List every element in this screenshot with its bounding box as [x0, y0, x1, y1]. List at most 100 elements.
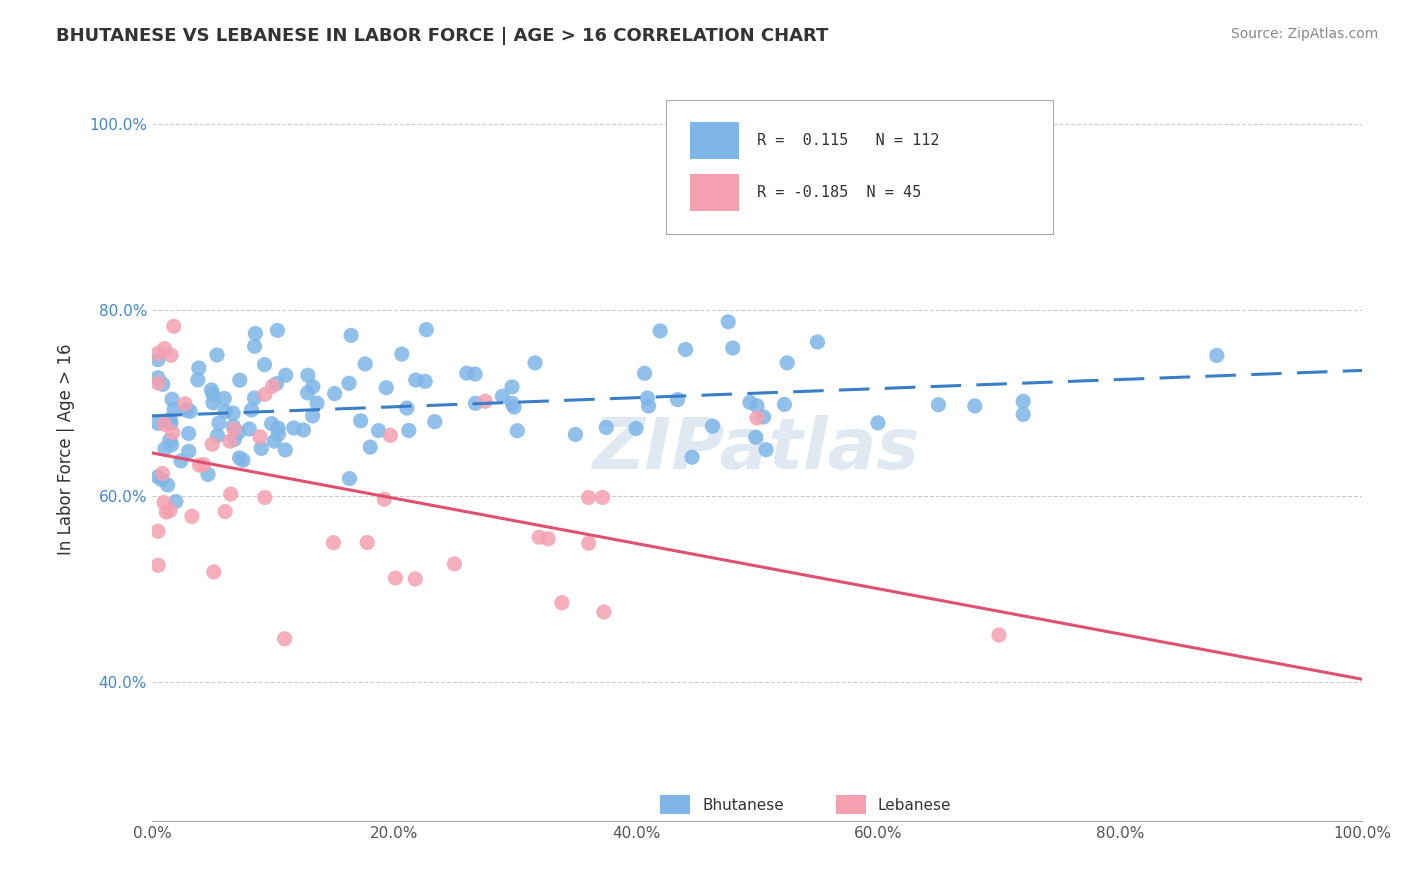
Bhutanese: [201, 387, 224, 401]
Lebanese: [180, 509, 202, 524]
Bhutanese: [963, 399, 986, 413]
Bhutanese: [501, 380, 523, 394]
Text: Bhutanese: Bhutanese: [703, 797, 785, 813]
Bhutanese: [159, 412, 181, 426]
Lebanese: [551, 596, 574, 610]
Bhutanese: [243, 391, 266, 405]
Bhutanese: [650, 324, 672, 338]
Lebanese: [146, 524, 169, 539]
Bhutanese: [150, 473, 173, 487]
Y-axis label: In Labor Force | Age > 16: In Labor Force | Age > 16: [58, 343, 75, 555]
Bhutanese: [163, 402, 186, 417]
Bhutanese: [501, 396, 523, 410]
Bhutanese: [464, 396, 486, 410]
Bhutanese: [1012, 408, 1035, 422]
Bhutanese: [301, 409, 323, 423]
Bhutanese: [464, 367, 486, 381]
Lebanese: [163, 319, 186, 334]
Lebanese: [745, 411, 768, 425]
Lebanese: [146, 346, 169, 360]
Bhutanese: [806, 334, 828, 349]
Text: Source: ZipAtlas.com: Source: ZipAtlas.com: [1230, 27, 1378, 41]
Bhutanese: [637, 399, 659, 413]
Lebanese: [146, 376, 169, 390]
Bhutanese: [745, 399, 768, 413]
Bhutanese: [243, 339, 266, 353]
Bhutanese: [423, 415, 446, 429]
Bhutanese: [375, 381, 398, 395]
Bhutanese: [187, 373, 209, 387]
Lebanese: [593, 605, 616, 619]
Bhutanese: [205, 348, 228, 362]
Bhutanese: [229, 373, 252, 387]
Lebanese: [146, 558, 169, 573]
Bhutanese: [208, 416, 231, 430]
Bhutanese: [702, 419, 724, 434]
Lebanese: [160, 348, 183, 362]
Lebanese: [155, 505, 177, 519]
Bhutanese: [283, 421, 305, 435]
Bhutanese: [773, 397, 796, 411]
Bhutanese: [245, 326, 267, 341]
Bhutanese: [721, 341, 744, 355]
Bhutanese: [413, 374, 436, 388]
Lebanese: [153, 495, 176, 509]
Bhutanese: [228, 450, 250, 465]
Lebanese: [214, 505, 236, 519]
Bhutanese: [354, 357, 377, 371]
Lebanese: [322, 535, 344, 549]
Bhutanese: [207, 428, 229, 442]
Bhutanese: [367, 424, 389, 438]
Lebanese: [152, 467, 174, 481]
Text: R = -0.185  N = 45: R = -0.185 N = 45: [756, 186, 921, 201]
Bhutanese: [222, 406, 245, 420]
Bhutanese: [405, 373, 427, 387]
Lebanese: [443, 557, 465, 571]
Bhutanese: [226, 425, 249, 440]
FancyBboxPatch shape: [666, 100, 1053, 234]
Bhutanese: [179, 404, 201, 418]
Bhutanese: [274, 442, 297, 457]
Bhutanese: [927, 398, 949, 412]
Text: BHUTANESE VS LEBANESE IN LABOR FORCE | AGE > 16 CORRELATION CHART: BHUTANESE VS LEBANESE IN LABOR FORCE | A…: [56, 27, 828, 45]
Lebanese: [224, 422, 246, 436]
Bhutanese: [187, 361, 209, 376]
Lebanese: [153, 417, 176, 432]
Lebanese: [273, 632, 295, 646]
Bhutanese: [214, 404, 236, 418]
Lebanese: [527, 530, 550, 544]
Lebanese: [591, 491, 613, 505]
Bhutanese: [238, 422, 260, 436]
Lebanese: [578, 491, 600, 505]
Lebanese: [219, 487, 242, 501]
Bhutanese: [266, 323, 288, 337]
Bhutanese: [624, 421, 647, 435]
Bhutanese: [170, 454, 193, 468]
Bhutanese: [160, 392, 183, 407]
Bhutanese: [503, 400, 526, 414]
Bhutanese: [666, 392, 689, 407]
Bhutanese: [305, 396, 328, 410]
Bhutanese: [491, 389, 513, 403]
Lebanese: [380, 428, 402, 442]
Lebanese: [474, 394, 496, 409]
Bhutanese: [267, 427, 290, 442]
Bhutanese: [297, 368, 319, 383]
Bhutanese: [738, 395, 761, 409]
Bhutanese: [159, 434, 181, 448]
Lebanese: [159, 503, 181, 517]
Bhutanese: [340, 328, 363, 343]
Bhutanese: [755, 442, 778, 457]
Bhutanese: [222, 419, 245, 434]
Bhutanese: [160, 438, 183, 452]
Lebanese: [253, 387, 276, 401]
Bhutanese: [267, 421, 290, 435]
Bhutanese: [752, 409, 775, 424]
Bhutanese: [1012, 394, 1035, 409]
Bhutanese: [177, 426, 200, 441]
Bhutanese: [301, 380, 323, 394]
Bhutanese: [197, 467, 219, 482]
Lebanese: [356, 535, 378, 549]
Bhutanese: [297, 386, 319, 401]
Bhutanese: [240, 403, 263, 417]
